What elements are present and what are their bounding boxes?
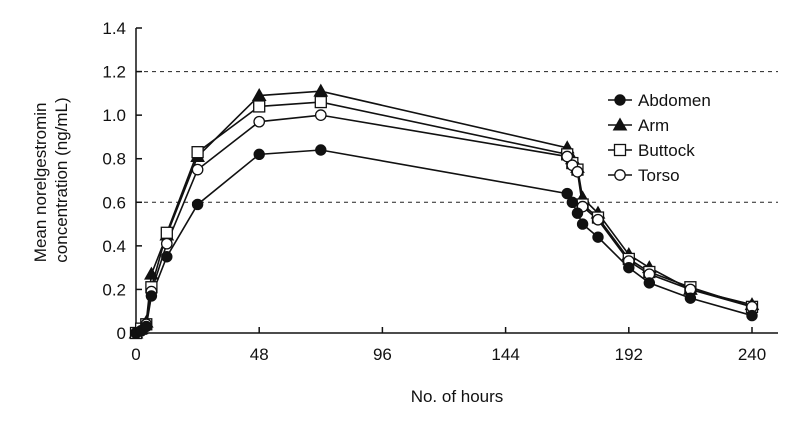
data-point-abdomen: [592, 231, 604, 243]
y-tick-label: 0.8: [102, 150, 126, 169]
data-point-torso: [160, 237, 173, 250]
data-point-torso: [592, 213, 604, 226]
y-axis-title-line-1: Mean norelgestromin: [31, 103, 50, 263]
data-point-buttock: [314, 95, 327, 109]
y-tick-label: 1.4: [102, 19, 126, 38]
data-point-abdomen: [746, 309, 758, 322]
data-point-arm: [144, 266, 159, 280]
x-tick-label: 0: [131, 345, 140, 364]
y-tick-label: 0: [117, 324, 126, 343]
y-tick-label: 0.2: [102, 280, 126, 299]
y-axis-title: Mean norelgestromin concentration (ng/mL…: [31, 97, 71, 262]
data-point-abdomen: [571, 207, 584, 219]
y-tick-label: 0.6: [102, 193, 126, 212]
series-markers-abdomen: [130, 144, 758, 339]
axes: [135, 28, 778, 334]
x-tick-label: 192: [615, 345, 643, 364]
data-point-abdomen: [161, 251, 173, 263]
y-tick-label: 1.2: [102, 63, 126, 82]
data-point-torso: [191, 163, 204, 176]
data-point-abdomen: [566, 196, 579, 208]
y-tick-label: 0.4: [102, 237, 126, 256]
x-axis-title: No. of hours: [411, 387, 504, 406]
legend-item-abdomen: Abdomen: [608, 91, 711, 110]
x-tick-label: 240: [738, 345, 766, 364]
legend-marker-arm: [612, 117, 628, 131]
legend-marker-torso: [614, 169, 626, 181]
legend: Abdomen Arm Buttock Torso: [608, 91, 711, 185]
series-line-buttock: [135, 101, 753, 334]
legend-label: Abdomen: [638, 91, 711, 110]
data-point-abdomen: [684, 292, 697, 304]
data-point-abdomen: [623, 261, 635, 274]
y-axis-title-line-2: concentration (ng/mL): [52, 97, 71, 262]
data-point-abdomen: [576, 218, 589, 230]
x-tick-label: 48: [250, 345, 269, 364]
legend-marker-abdomen: [614, 94, 626, 106]
legend-label: Buttock: [638, 141, 695, 160]
data-point-buttock: [253, 100, 266, 113]
ticks: 0 0.2 0.4 0.6 0.8 1.0 1.2 1.4 0 48 96 144 192 240: [102, 19, 766, 364]
x-tick-label: 96: [373, 345, 392, 364]
data-point-abdomen: [140, 320, 152, 333]
data-point-torso: [561, 150, 574, 163]
legend-item-torso: Torso: [608, 166, 680, 185]
legend-item-buttock: Buttock: [608, 141, 695, 160]
data-point-abdomen: [643, 277, 656, 289]
data-point-arm: [313, 83, 329, 97]
data-point-torso: [571, 165, 584, 178]
reference-lines: [136, 71, 778, 203]
data-point-torso: [314, 109, 327, 121]
legend-label: Arm: [638, 116, 669, 135]
legend-label: Torso: [638, 166, 680, 185]
data-point-torso: [253, 115, 266, 128]
x-tick-label: 144: [491, 345, 519, 364]
y-tick-label: 1.0: [102, 106, 126, 125]
series: [128, 83, 760, 340]
data-point-buttock: [191, 146, 204, 159]
data-point-abdomen: [561, 187, 573, 200]
legend-marker-buttock: [613, 143, 627, 157]
data-point-abdomen: [315, 144, 327, 156]
data-point-abdomen: [145, 290, 158, 302]
data-point-abdomen: [191, 198, 204, 211]
data-point-abdomen: [253, 148, 265, 161]
legend-item-arm: Arm: [608, 116, 669, 135]
series-buttock: [135, 101, 753, 334]
data-point-buttock: [160, 226, 173, 239]
